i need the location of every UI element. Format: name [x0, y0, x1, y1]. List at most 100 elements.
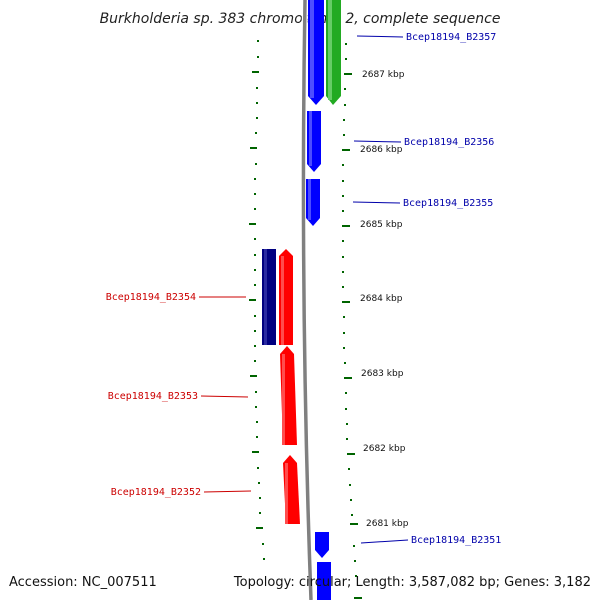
tick-mark [345, 408, 347, 410]
tick-mark [254, 284, 256, 286]
gene-label[interactable]: Bcep18194_B2353 [108, 391, 198, 402]
tick-mark [254, 238, 256, 240]
topology-text: Topology: circular; Length: 3,587,082 bp… [233, 575, 591, 590]
tick-mark [249, 299, 256, 301]
tick-mark [346, 438, 348, 440]
tick-mark [254, 269, 256, 271]
tick-mark [348, 468, 350, 470]
tick-mark [254, 178, 256, 180]
tick-mark [254, 345, 256, 347]
tick-mark [257, 40, 259, 42]
tick-mark [345, 392, 347, 394]
tick-mark [345, 43, 347, 45]
gene-Bcep18194_B2352[interactable] [283, 455, 300, 524]
tick-mark [344, 73, 352, 75]
gene-Bcep18194_B2357[interactable] [308, 0, 324, 105]
kbp-label: 2685 kbp [360, 220, 403, 230]
tick-mark [342, 286, 344, 288]
label-leader [360, 539, 409, 544]
tick-mark [257, 56, 259, 58]
tick-mark [254, 360, 256, 362]
tick-mark [254, 208, 256, 210]
kbp-label: 2686 kbp [360, 145, 403, 155]
tick-mark [256, 421, 258, 423]
tick-mark [343, 316, 345, 318]
label-leader [200, 395, 249, 398]
gene-label[interactable]: Bcep18194_B2355 [403, 198, 493, 209]
gene-label[interactable]: Bcep18194_B2357 [406, 32, 496, 43]
tick-mark [345, 58, 347, 60]
right-tick-track [342, 43, 362, 599]
chromosome-backbone [301, 0, 313, 600]
tick-mark [347, 453, 355, 455]
tick-mark [354, 597, 362, 599]
tick-mark [252, 71, 259, 73]
tick-mark [249, 223, 256, 225]
tick-mark [342, 271, 344, 273]
tick-mark [255, 163, 257, 165]
tick-mark [256, 436, 258, 438]
kbp-scale: 2687 kbp 2686 kbp 2685 kbp 2684 kbp 2683… [360, 70, 409, 529]
tick-mark [344, 362, 346, 364]
gene-label[interactable]: Bcep18194_B2356 [404, 137, 494, 148]
right-gene-labels: Bcep18194_B2357 Bcep18194_B2356 Bcep1819… [352, 32, 501, 546]
gene-label[interactable]: Bcep18194_B2351 [411, 535, 501, 546]
tick-mark [355, 575, 357, 577]
tick-mark [342, 256, 344, 258]
tick-mark [350, 499, 352, 501]
tick-mark [342, 225, 350, 227]
diagram-title: Burkholderia sp. 383 chromosome 2, compl… [100, 11, 501, 27]
gene-label[interactable]: Bcep18194_B2352 [111, 487, 201, 498]
tick-mark [342, 301, 350, 303]
label-leader [203, 490, 252, 493]
tick-mark [259, 497, 261, 499]
tick-mark [254, 330, 256, 332]
tick-mark [353, 545, 355, 547]
tick-mark [254, 254, 256, 256]
kbp-label: 2681 kbp [366, 519, 409, 529]
tick-mark [344, 88, 346, 90]
tick-mark [350, 523, 358, 525]
tick-mark [343, 134, 345, 136]
gene-Bcep18194_B2351[interactable] [315, 532, 331, 600]
kbp-label: 2682 kbp [363, 444, 406, 454]
accession-text: Accession: NC_007511 [9, 575, 157, 590]
gene-green[interactable] [326, 0, 341, 105]
tick-mark [351, 514, 353, 516]
tick-mark [344, 104, 346, 106]
left-gene-labels: Bcep18194_B2354 Bcep18194_B2353 Bcep1819… [106, 292, 252, 498]
tick-mark [342, 240, 344, 242]
tick-mark [342, 164, 344, 166]
gene-Bcep18194_B2353[interactable] [280, 346, 297, 445]
tick-mark [257, 467, 259, 469]
gene-Bcep18194_B2354[interactable] [279, 249, 293, 345]
tick-mark [342, 180, 344, 182]
tick-mark [259, 512, 261, 514]
tick-mark [254, 193, 256, 195]
tick-mark [250, 147, 257, 149]
tick-mark [354, 560, 356, 562]
tick-mark [262, 543, 264, 545]
gene-dark[interactable] [262, 249, 276, 345]
tick-mark [255, 391, 257, 393]
kbp-label: 2683 kbp [361, 369, 404, 379]
label-leader [352, 201, 401, 204]
tick-mark [258, 482, 260, 484]
tick-mark [252, 451, 259, 453]
tick-mark [256, 117, 258, 119]
kbp-label: 2687 kbp [362, 70, 405, 80]
label-leader [353, 140, 402, 143]
tick-mark [263, 558, 265, 560]
tick-mark [256, 102, 258, 104]
tick-mark [343, 119, 345, 121]
tick-mark [342, 210, 344, 212]
gene-Bcep18194_B2355[interactable] [306, 179, 320, 226]
gene-label[interactable]: Bcep18194_B2354 [106, 292, 196, 303]
tick-mark [342, 149, 350, 151]
tick-mark [346, 423, 348, 425]
gene-Bcep18194_B2356[interactable] [307, 111, 321, 172]
tick-mark [349, 484, 351, 486]
tick-mark [344, 377, 352, 379]
